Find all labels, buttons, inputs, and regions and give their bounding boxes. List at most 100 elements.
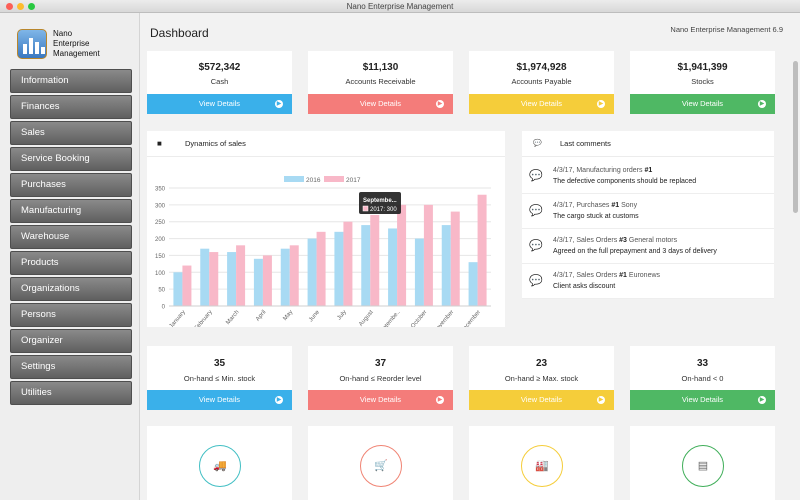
bar-2017-May	[289, 245, 299, 306]
shortcut-card[interactable]: 🏭	[469, 426, 614, 500]
comment-item[interactable]: 💬 4/3/17, Manufacturing orders #1 The defe…	[522, 158, 774, 194]
shortcut-card[interactable]: 🛒	[308, 426, 453, 500]
close-window-button[interactable]	[6, 3, 13, 10]
sidebar-item-manufacturing[interactable]: Manufacturing	[10, 199, 132, 223]
sidebar-item-settings[interactable]: Settings	[10, 355, 132, 379]
comment-meta: 4/3/17, Manufacturing orders #1	[553, 167, 653, 174]
arrow-right-icon: ▶	[758, 100, 766, 108]
comment-meta: 4/3/17, Sales Orders #3 General motors	[553, 237, 678, 244]
comment-item[interactable]: 💬 4/3/17, Purchases #1 Sony The cargo stuc…	[522, 193, 774, 229]
minimize-window-button[interactable]	[17, 3, 24, 10]
legend-swatch-2017	[324, 176, 344, 182]
bar-2016-December	[468, 262, 478, 306]
view-details-button[interactable]: View Details ▶	[308, 94, 453, 114]
sidebar-item-utilities[interactable]: Utilities	[10, 381, 132, 405]
bar-2016-July	[334, 231, 344, 306]
bar-2016-Septembe..	[388, 228, 398, 306]
view-details-button[interactable]: View Details ▶	[308, 390, 453, 410]
zoom-window-button[interactable]	[28, 3, 35, 10]
view-details-button[interactable]: View Details ▶	[630, 94, 775, 114]
sidebar-item-finances[interactable]: Finances	[10, 95, 132, 119]
shortcut-circle[interactable]: ▤	[682, 445, 724, 487]
shortcut-circle[interactable]: 🛒	[360, 445, 402, 487]
bar-2016-August	[361, 225, 371, 306]
sidebar-item-service-booking[interactable]: Service Booking	[10, 147, 132, 171]
legend-label-2017: 2017	[346, 177, 361, 184]
legend-swatch-2016	[284, 176, 304, 182]
sales-panel-header: ■ Dynamics of sales	[147, 131, 505, 157]
shortcut-circle[interactable]: 🏭	[521, 445, 563, 487]
bar-2017-March	[236, 245, 246, 306]
bar-2017-Septembe..	[397, 204, 407, 306]
window-titlebar: Nano Enterprise Management	[0, 0, 800, 13]
sidebar-item-organizations[interactable]: Organizations	[10, 277, 132, 301]
tooltip-swatch	[362, 205, 369, 212]
y-tick-label: 300	[155, 203, 166, 209]
view-details-button[interactable]: View Details ▶	[147, 390, 292, 410]
shortcut-card[interactable]: 🚚	[147, 426, 292, 500]
shortcut-circle[interactable]: 🚚	[199, 445, 241, 487]
y-tick-label: 0	[162, 305, 166, 311]
bar-2017-July	[343, 221, 353, 306]
tooltip-title: Septembe...	[363, 198, 397, 204]
sidebar-item-purchases[interactable]: Purchases	[10, 173, 132, 197]
comment-text: Agreed on the full prepayment and 3 days…	[553, 248, 717, 255]
x-tick-label: April	[255, 309, 267, 322]
bar-2016-April	[253, 258, 263, 306]
stats-value: $572,342	[198, 62, 241, 73]
comment-item[interactable]: 💬 4/3/17, Sales Orders #3 General motors A…	[522, 228, 774, 264]
comment-icon: 💬	[529, 240, 543, 252]
bar-2016-October	[414, 238, 424, 306]
x-tick-label: Septembe..	[377, 309, 402, 327]
vertical-scrollbar[interactable]	[793, 61, 798, 213]
arrow-right-icon: ▶	[275, 396, 283, 404]
stats-value: $11,130	[362, 62, 399, 73]
stock-label: On-hand ≤ Min. stock	[183, 374, 256, 383]
stats-card: $572,342 Cash View Details ▶	[147, 51, 292, 114]
stats-card: $1,974,928 Accounts Payable View Details ▶	[469, 51, 614, 114]
view-details-button[interactable]: View Details ▶	[469, 94, 614, 114]
stock-label: On-hand < 0	[681, 374, 724, 383]
sales-chart: 0 50 100 150 200 250 300 350 January February Marc…	[155, 176, 491, 327]
view-details-button[interactable]: View Details ▶	[147, 94, 292, 114]
stock-card: 33 On-hand < 0 View Details ▶	[630, 346, 775, 410]
sidebar-item-organizer[interactable]: Organizer	[10, 329, 132, 353]
view-details-label: View Details	[681, 395, 724, 404]
truck-icon: 🚚	[213, 460, 227, 472]
stats-card: $11,130 Accounts Receivable View Details ▶	[308, 51, 453, 114]
truck-icon: ■	[157, 139, 162, 148]
bar-2017-December	[477, 194, 487, 306]
view-details-label: View Details	[198, 99, 241, 108]
factory-icon: 🏭	[535, 460, 549, 472]
view-details-label: View Details	[198, 395, 241, 404]
view-details-label: View Details	[681, 99, 724, 108]
comment-meta: 4/3/17, Purchases #1 Sony	[553, 202, 638, 209]
view-details-label: View Details	[520, 99, 563, 108]
sidebar-item-warehouse[interactable]: Warehouse	[10, 225, 132, 249]
y-tick-label: 200	[155, 237, 166, 243]
comment-icon: 💬	[533, 140, 542, 147]
view-details-label: View Details	[359, 395, 402, 404]
comment-item[interactable]: 💬 4/3/17, Sales Orders #1 Euronews Client …	[522, 263, 774, 299]
app-version: Nano Enterprise Management 6.9	[670, 25, 783, 34]
arrow-right-icon: ▶	[275, 100, 283, 108]
stats-label: Stocks	[691, 77, 714, 86]
sidebar: Nano Enterprise Management Information Fi…	[0, 13, 140, 500]
comments-panel-header: 💬 Last comments	[522, 131, 774, 157]
comment-text: The defective components should be repla…	[553, 178, 697, 185]
y-tick-label: 350	[155, 187, 166, 193]
x-tick-label: May	[282, 309, 294, 322]
sidebar-item-persons[interactable]: Persons	[10, 303, 132, 327]
comment-text: Client asks discount	[553, 283, 616, 290]
comment-icon: 💬	[529, 205, 543, 217]
view-details-button[interactable]: View Details ▶	[630, 390, 775, 410]
sidebar-item-information[interactable]: Information	[10, 69, 132, 93]
comments-panel: 💬 Last comments 💬 4/3/17, Manufacturing o…	[522, 131, 774, 299]
sidebar-item-products[interactable]: Products	[10, 251, 132, 275]
sidebar-item-sales[interactable]: Sales	[10, 121, 132, 145]
x-tick-label: March	[225, 309, 240, 326]
view-details-button[interactable]: View Details ▶	[469, 390, 614, 410]
shortcut-card[interactable]: ▤	[630, 426, 775, 500]
view-details-label: View Details	[520, 395, 563, 404]
bar-2017-February	[209, 252, 219, 306]
